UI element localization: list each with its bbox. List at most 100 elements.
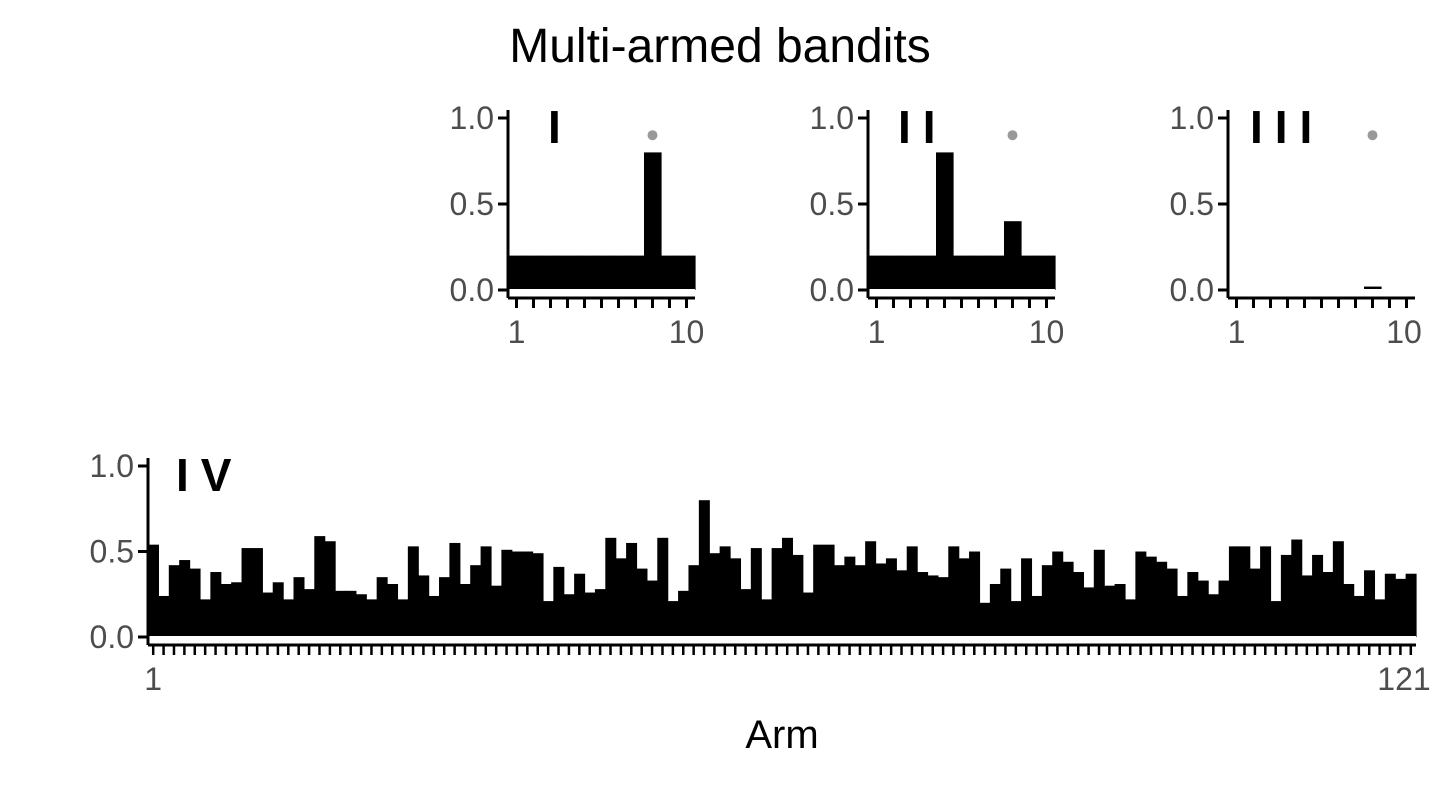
panel-2: 0.0 0.5 1.0 1 10 II [810,100,1065,350]
bar [1093,549,1105,637]
bar [610,255,628,290]
bar [719,546,731,637]
bar [1052,551,1064,637]
x-tick-label: 1 [508,314,526,350]
bar [1166,568,1178,637]
bar [1208,594,1220,637]
bar [1260,546,1272,637]
y-tick-label: 0.5 [810,186,854,222]
bar [917,572,929,637]
bar [345,590,357,637]
bar [627,255,645,290]
bar [532,553,544,637]
bar [220,583,232,637]
bar [1135,551,1147,637]
bar [576,255,594,290]
bar [636,568,648,637]
bar [906,546,918,637]
bar [210,572,222,637]
bar [324,541,336,637]
bar [688,565,700,637]
bar [948,546,960,637]
bar [678,590,690,637]
bar [397,599,409,637]
bar [1041,565,1053,637]
bar [1312,554,1324,637]
bar [1364,570,1376,637]
bar [771,548,783,637]
bar [1021,255,1039,290]
bar [1301,575,1313,637]
bar [1197,580,1209,637]
bar [262,592,274,637]
bar [1405,573,1417,637]
bar [168,565,180,637]
bar [559,255,577,290]
bar [646,580,658,637]
bar [1332,541,1344,637]
bar [1038,255,1056,290]
bar [802,592,814,637]
bar [750,548,762,637]
y-tick-label: 1.0 [90,448,134,484]
bar [885,558,897,637]
bar [1124,599,1136,637]
bar [885,255,903,290]
bar [626,542,638,637]
bar [761,599,773,637]
bar [740,589,752,637]
bar [459,583,471,637]
bar [480,546,492,637]
bar [919,255,937,290]
bar [553,566,565,637]
bar [865,541,877,637]
bar [428,595,440,637]
x-tick-label: 1 [868,314,886,350]
bar [657,537,669,637]
bar [584,592,596,637]
bar [868,255,886,290]
bar [1062,561,1074,637]
bar [355,594,367,637]
panel-label: II [898,101,948,153]
bar [615,558,627,637]
bar [1114,583,1126,637]
bar [644,152,662,290]
bar [661,255,679,290]
bar [833,565,845,637]
bar [574,573,586,637]
bar [1187,572,1199,637]
bar [387,583,399,637]
bar [179,560,191,637]
bar [698,500,710,637]
bar [989,583,1001,637]
bar [542,255,560,290]
best-arm-marker [647,130,658,141]
bar [1156,561,1168,637]
bar [1384,573,1396,637]
y-tick-label: 0.0 [1170,272,1214,308]
x-tick-label: 121 [1377,661,1430,697]
bar [1291,539,1303,637]
y-tick-label: 1.0 [450,100,494,136]
bar [844,556,856,637]
bar [813,544,825,637]
x-tick-label: 10 [1029,314,1065,350]
bar [501,549,513,637]
bar [1270,601,1282,637]
y-tick-label: 0.0 [90,619,134,655]
panel-3: 0.0 0.5 1.0 1 10 III [1170,100,1422,350]
best-arm-marker [1007,130,1018,141]
bar [958,558,970,637]
y-tick-label: 0.5 [450,186,494,222]
bar [1239,546,1251,637]
bar [366,599,378,637]
bar [987,255,1005,290]
bar [1374,599,1386,637]
bar [449,542,461,637]
x-tick-label: 1 [144,661,162,697]
bar [854,565,866,637]
bar [896,570,908,637]
bar [969,551,981,637]
bar [1218,580,1230,637]
